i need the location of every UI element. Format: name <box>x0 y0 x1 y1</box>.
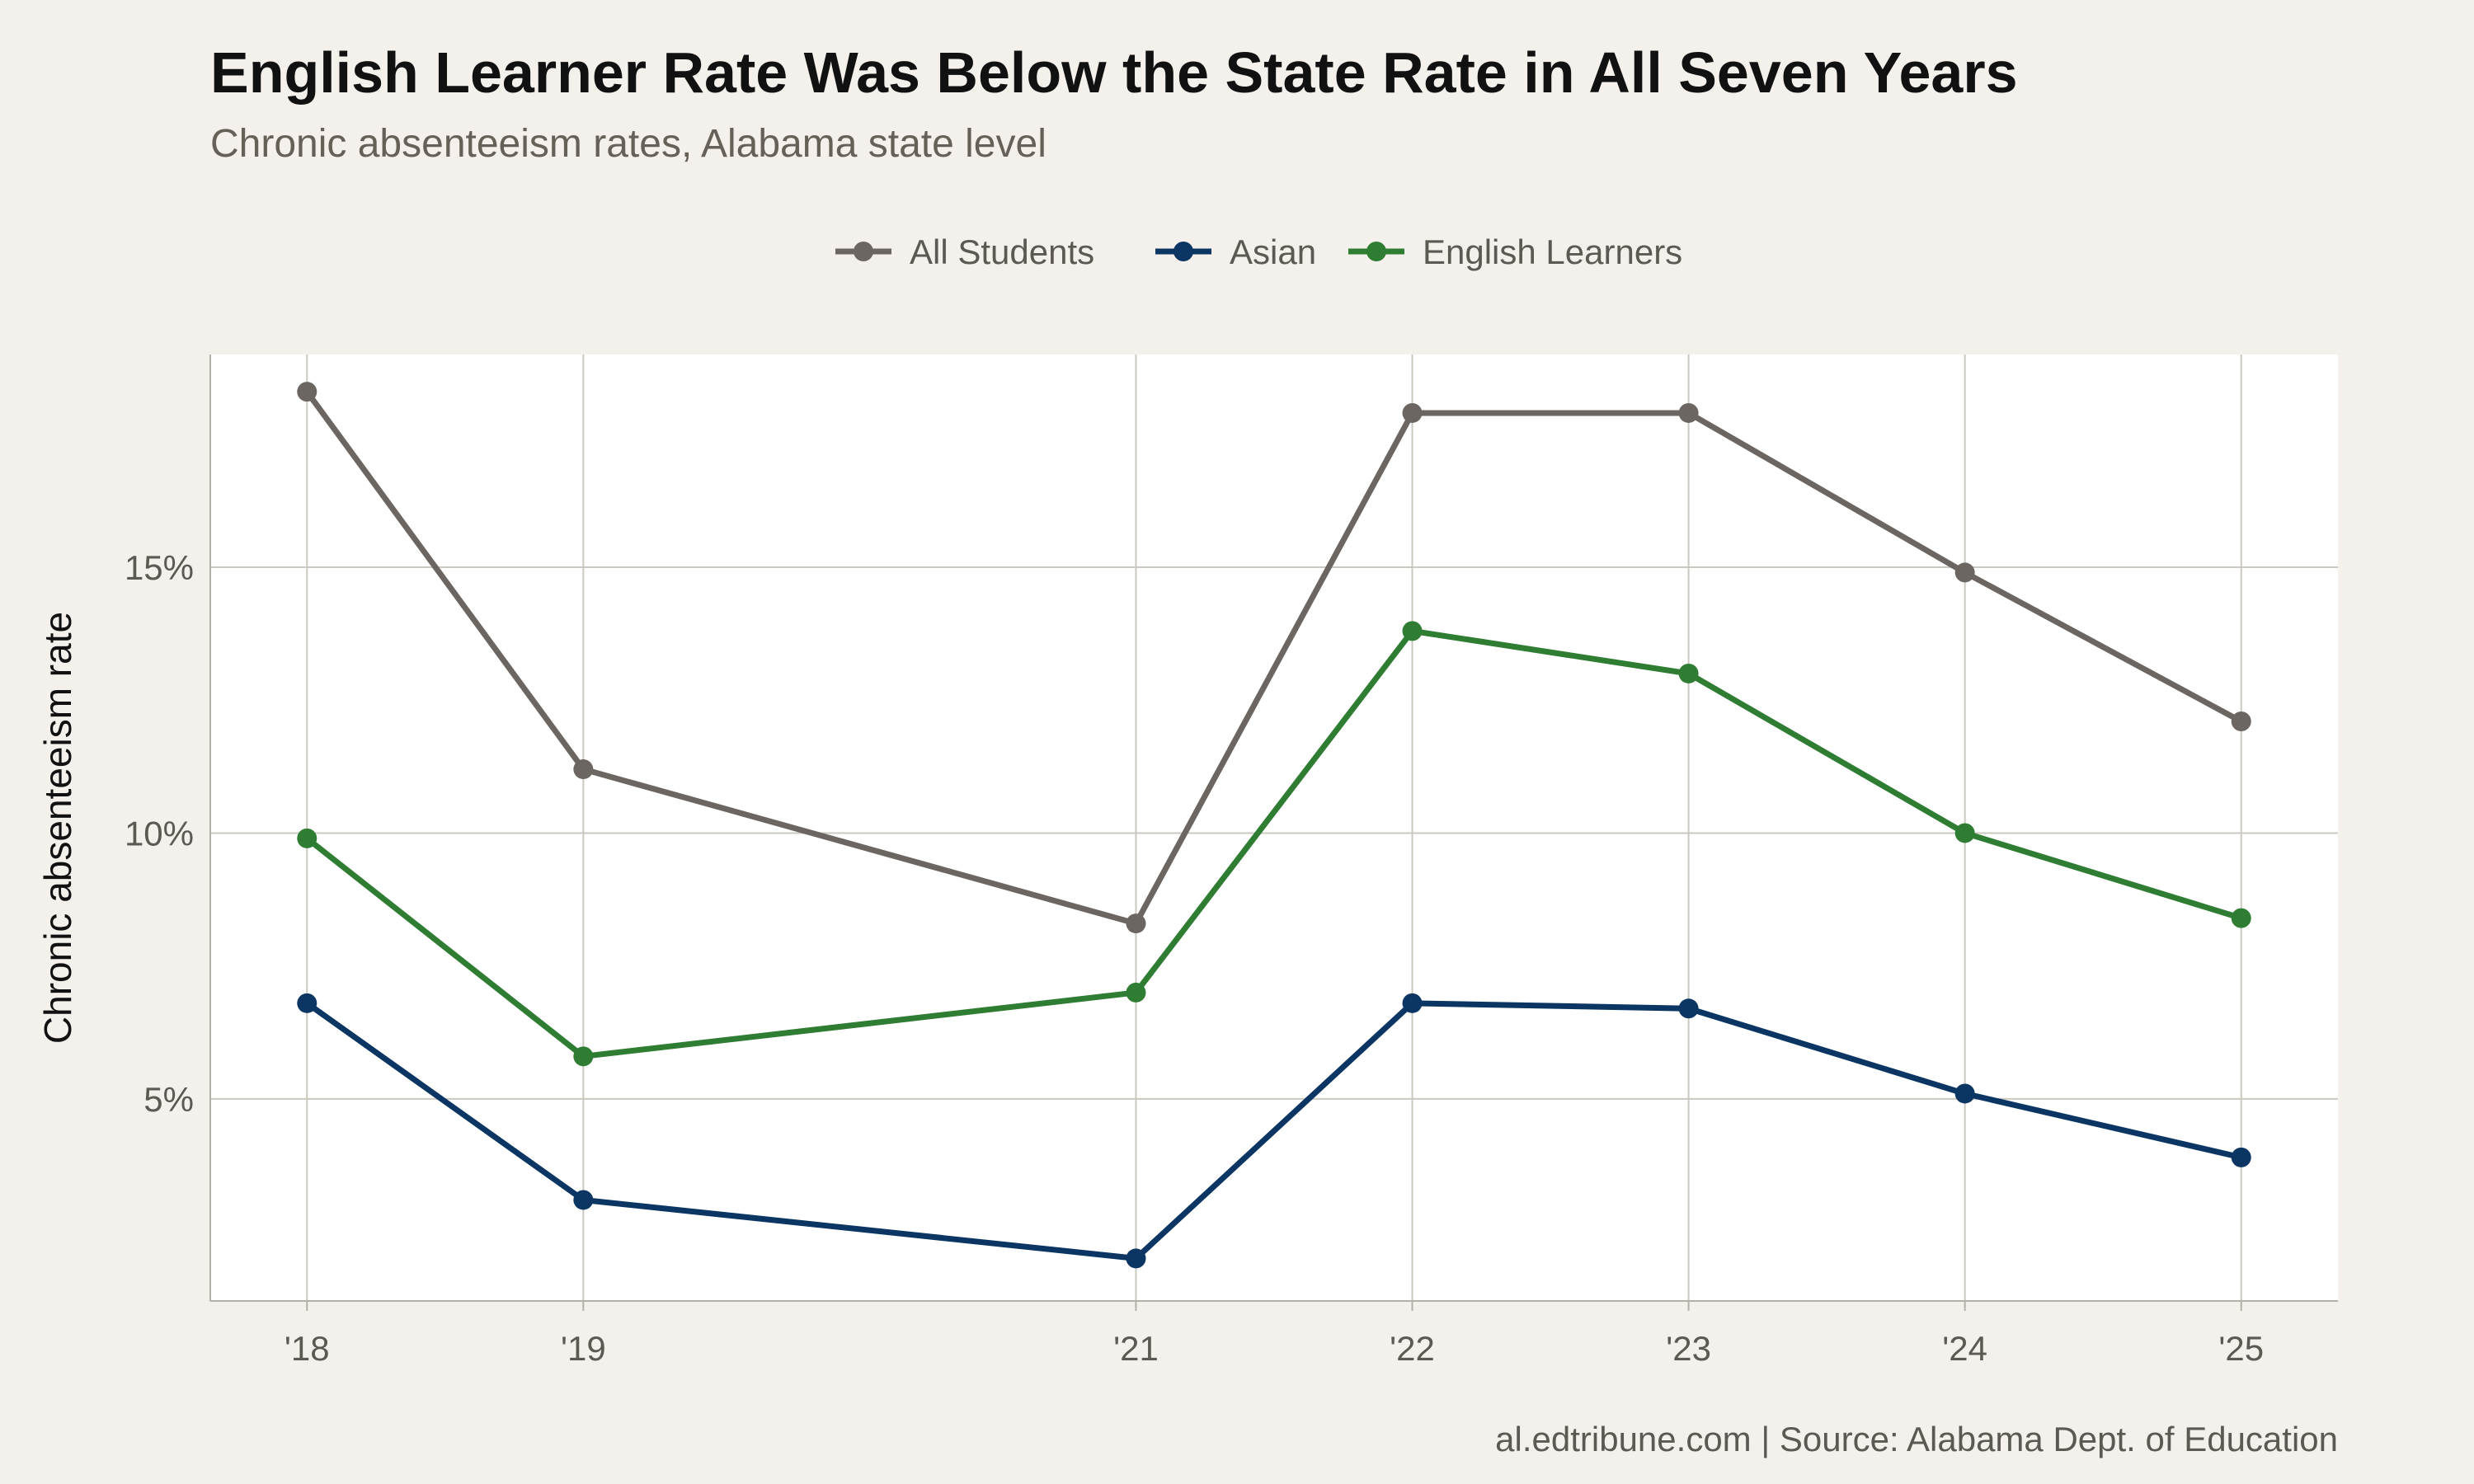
legend-label: Asian <box>1230 232 1316 271</box>
chart-subtitle: Chronic absenteeism rates, Alabama state… <box>210 122 1047 166</box>
legend-item-all-students: All Students <box>835 232 1094 271</box>
legend-marker <box>854 242 873 261</box>
legend-item-asian: Asian <box>1155 232 1316 271</box>
plot-panel <box>210 355 2338 1301</box>
data-point-english-learners <box>1126 982 1146 1003</box>
chart-title: English Learner Rate Was Below the State… <box>210 40 2018 105</box>
data-point-all-students <box>573 759 594 780</box>
data-point-all-students <box>297 382 317 402</box>
x-gridlines <box>306 355 2242 1311</box>
x-tick-labels: '18 '19 '21 '22 '23 '24 '25 <box>285 1329 2264 1368</box>
data-point-english-learners <box>297 828 317 848</box>
data-point-all-students <box>1126 913 1146 934</box>
data-point-asian <box>1126 1248 1146 1269</box>
data-point-all-students <box>1954 562 1975 583</box>
data-point-all-students <box>1678 402 1699 423</box>
y-tick-label: 5% <box>143 1080 194 1119</box>
data-point-all-students <box>2231 711 2251 732</box>
data-point-asian <box>1954 1083 1975 1104</box>
data-point-english-learners <box>1954 823 1975 843</box>
x-tick-label: '21 <box>1113 1329 1159 1368</box>
x-tick-label: '18 <box>285 1329 330 1368</box>
legend-label: English Learners <box>1423 232 1682 271</box>
x-tick-label: '25 <box>2218 1329 2264 1368</box>
data-point-english-learners <box>1402 621 1423 641</box>
data-point-english-learners <box>1678 663 1699 683</box>
legend-label: All Students <box>910 232 1094 271</box>
legend-item-english-learners: English Learners <box>1348 232 1682 271</box>
data-point-asian <box>2231 1147 2251 1167</box>
x-tick-label: '19 <box>561 1329 606 1368</box>
x-tick-label: '23 <box>1666 1329 1711 1368</box>
data-point-asian <box>1402 993 1423 1013</box>
data-point-asian <box>1678 998 1699 1019</box>
legend-marker <box>1174 242 1193 261</box>
series-points <box>297 382 2251 1269</box>
data-point-asian <box>573 1190 594 1210</box>
legend-marker <box>1366 242 1386 261</box>
data-point-all-students <box>1402 402 1423 423</box>
data-point-asian <box>297 993 317 1013</box>
y-tick-label: 10% <box>125 814 194 852</box>
data-point-english-learners <box>2231 908 2251 928</box>
y-tick-label: 15% <box>125 548 194 587</box>
y-tick-labels: 5% 10% 15% <box>125 548 194 1119</box>
data-point-english-learners <box>573 1046 594 1067</box>
y-axis-label: Chronic absenteeism rate <box>36 612 79 1044</box>
x-tick-label: '24 <box>1942 1329 1987 1368</box>
x-tick-label: '22 <box>1390 1329 1435 1368</box>
caption: al.edtribune.com | Source: Alabama Dept.… <box>1495 1420 2338 1458</box>
legend: All Students Asian English Learners <box>835 232 1682 271</box>
